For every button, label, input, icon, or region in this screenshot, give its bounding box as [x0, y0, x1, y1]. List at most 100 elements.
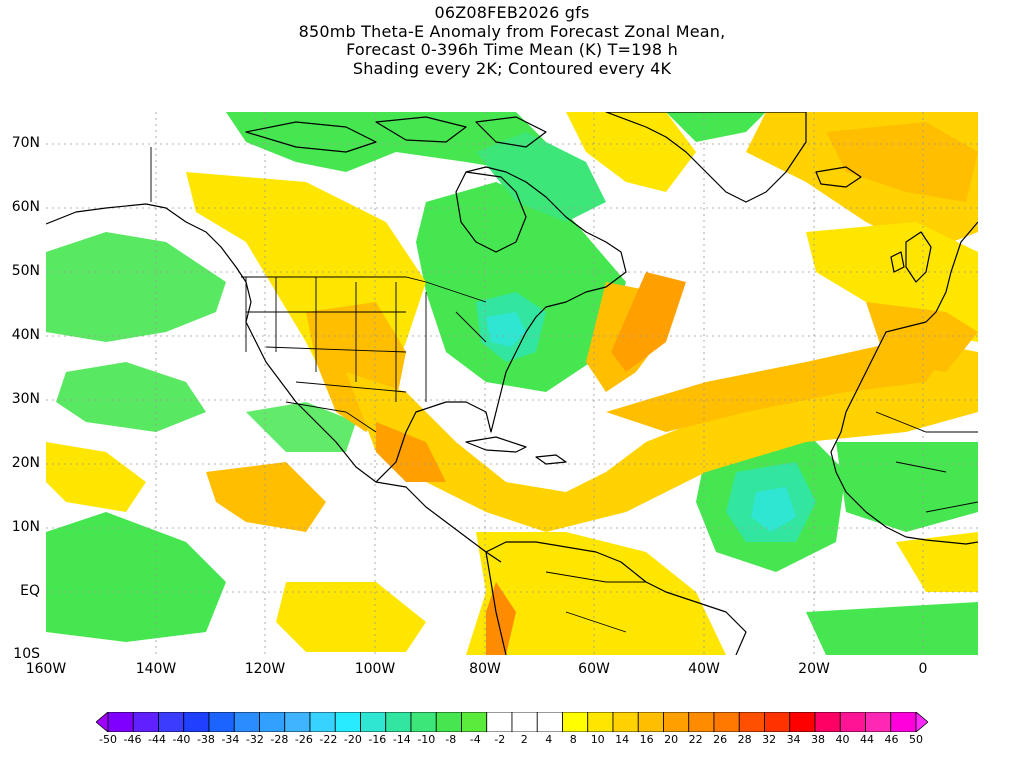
lon-label-0: 0 — [918, 661, 928, 677]
colorbar-tick-label: -34 — [221, 733, 240, 746]
strong-negative-shading — [476, 292, 816, 542]
colorbar-swatch — [309, 711, 336, 733]
colorbar — [95, 711, 929, 733]
lat-label-10n: 10N — [11, 519, 40, 535]
colorbar-swatch — [839, 711, 866, 733]
lat-label-50n: 50N — [11, 263, 40, 279]
colorbar-tick-label: 44 — [860, 733, 875, 746]
colorbar-swatch — [688, 711, 715, 733]
colorbar-tick-label: -44 — [147, 733, 166, 746]
lon-label-60w: 60W — [578, 661, 610, 677]
political-boundaries — [150, 147, 978, 633]
lat-label-40n: 40N — [11, 327, 40, 343]
colorbar-tick-label: -16 — [368, 733, 387, 746]
colorbar-tick-label: 4 — [545, 733, 553, 746]
colorbar-tick-label: 50 — [909, 733, 923, 746]
colorbar-swatch — [183, 711, 210, 733]
colorbar-swatch — [208, 711, 235, 733]
colorbar-swatch — [789, 711, 816, 733]
title-line-3: Forecast 0-396h Time Mean (K) T=198 h — [346, 40, 678, 59]
theta-e-anomaly-map — [46, 112, 978, 655]
map-gridlines — [46, 112, 978, 655]
colorbar-swatch — [410, 711, 437, 733]
colorbar-swatch — [360, 711, 387, 733]
colorbar-swatch — [486, 711, 513, 733]
colorbar-tick-label: 16 — [639, 733, 654, 746]
colorbar-tick-label: 34 — [786, 733, 801, 746]
lat-label-60n: 60N — [11, 199, 40, 215]
colorbar-swatch — [132, 711, 159, 733]
lat-label-20n: 20N — [11, 455, 40, 471]
colorbar-swatch — [865, 711, 892, 733]
coastlines — [46, 112, 978, 655]
colorbar-swatch — [814, 711, 841, 733]
colorbar-tick-label: -46 — [123, 733, 142, 746]
colorbar-tick-label: 14 — [615, 733, 630, 746]
colorbar-tick-label: -50 — [99, 733, 117, 746]
lon-label-120w: 120W — [244, 661, 286, 677]
colorbar-tick-label: 38 — [811, 733, 826, 746]
lat-label-30n: 30N — [11, 391, 40, 407]
lon-label-40w: 40W — [688, 661, 720, 677]
colorbar-tick-label: -28 — [270, 733, 289, 746]
lat-label-10s: 10S — [13, 646, 40, 662]
lon-label-160w: 160W — [25, 661, 67, 677]
lon-label-80w: 80W — [469, 661, 501, 677]
colorbar-min-arrow — [95, 711, 109, 733]
colorbar-swatch — [562, 711, 589, 733]
colorbar-swatch — [713, 711, 740, 733]
colorbar-tick-label: -22 — [319, 733, 338, 746]
colorbar-swatch — [890, 711, 917, 733]
colorbar-swatch — [284, 711, 311, 733]
colorbar-tick-label: 20 — [664, 733, 679, 746]
colorbar-swatch — [107, 711, 134, 733]
colorbar-swatch — [461, 711, 488, 733]
colorbar-tick-label: -10 — [417, 733, 436, 746]
colorbar-swatch — [158, 711, 185, 733]
colorbar-swatch — [587, 711, 614, 733]
colorbar-swatch — [511, 711, 538, 733]
positive-anomaly-shading — [46, 112, 978, 655]
colorbar-tick-label: -14 — [392, 733, 411, 746]
colorbar-swatch — [764, 711, 791, 733]
colorbar-tick-label: -32 — [245, 733, 264, 746]
colorbar-tick-label: -4 — [469, 733, 481, 746]
lat-label-eq: EQ — [20, 583, 40, 599]
colorbar-tick-label: 26 — [713, 733, 728, 746]
colorbar-tick-label: 46 — [884, 733, 899, 746]
colorbar-swatch — [233, 711, 260, 733]
colorbar-tick-label: 10 — [590, 733, 605, 746]
colorbar-tick-label: 32 — [762, 733, 777, 746]
colorbar-tick-label: 28 — [737, 733, 752, 746]
colorbar-tick-label: -2 — [494, 733, 506, 746]
colorbar-tick-label: 22 — [688, 733, 703, 746]
lon-label-100w: 100W — [354, 661, 396, 677]
lon-label-140w: 140W — [135, 661, 177, 677]
map-plot-area — [46, 112, 978, 655]
colorbar-tick-label: -40 — [172, 733, 191, 746]
colorbar-swatches — [95, 711, 929, 733]
colorbar-swatch — [259, 711, 286, 733]
colorbar-tick-label: -8 — [445, 733, 457, 746]
colorbar-tick-label: -20 — [343, 733, 362, 746]
lat-label-70n: 70N — [11, 135, 40, 151]
colorbar-swatch — [435, 711, 462, 733]
colorbar-swatch — [612, 711, 639, 733]
colorbar-tick-label: -26 — [294, 733, 313, 746]
lon-label-20w: 20W — [798, 661, 830, 677]
title-line-2: 850mb Theta-E Anomaly from Forecast Zona… — [298, 21, 726, 41]
colorbar-swatch — [637, 711, 664, 733]
title-line-4: Shading every 2K; Contoured every 4K — [352, 58, 672, 78]
colorbar-swatch — [663, 711, 690, 733]
title-line-1: 06Z08FEB2026 gfs — [434, 3, 590, 22]
colorbar-tick-label: -38 — [196, 733, 215, 746]
colorbar-tick-label: 2 — [520, 733, 528, 746]
map-title: 06Z08FEB2026 gfs 850mb Theta-E Anomaly f… — [0, 3, 1024, 78]
colorbar-swatch — [385, 711, 412, 733]
colorbar-swatch — [536, 711, 563, 733]
colorbar-tick-label: 40 — [835, 733, 850, 746]
colorbar-max-arrow — [915, 711, 929, 733]
colorbar-swatch — [738, 711, 765, 733]
colorbar-tick-label: 8 — [569, 733, 577, 746]
colorbar-swatch — [334, 711, 361, 733]
